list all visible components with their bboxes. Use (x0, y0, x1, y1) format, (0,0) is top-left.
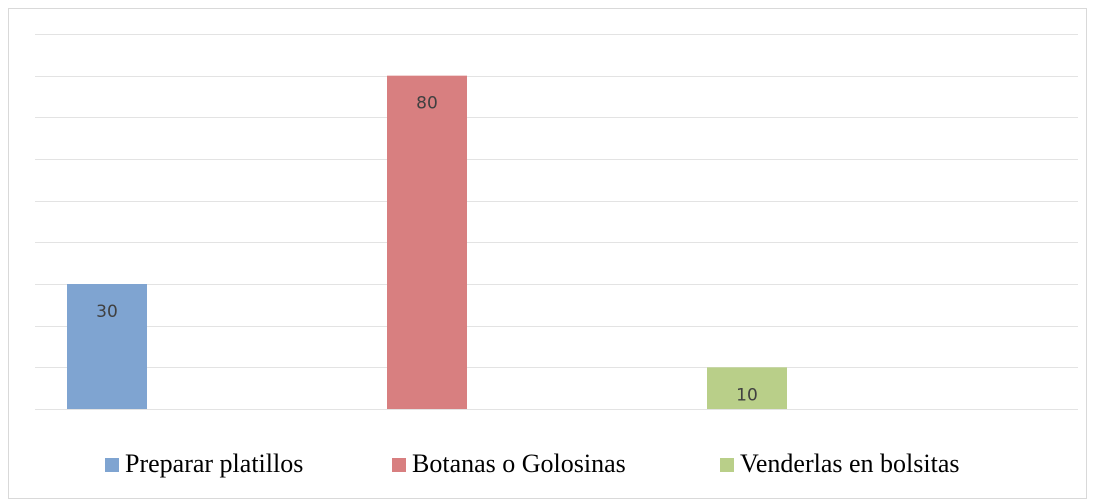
data-label: 10 (736, 385, 758, 405)
legend-swatch (105, 458, 119, 472)
chart-border (8, 8, 1087, 499)
bar (707, 367, 787, 409)
legend-swatch (720, 458, 734, 472)
bar (387, 75, 467, 410)
legend-label: Preparar platillos (125, 449, 303, 478)
legend-label: Venderlas en bolsitas (740, 449, 960, 478)
legend-swatch (392, 458, 406, 472)
data-label: 30 (96, 302, 118, 322)
data-label: 80 (416, 94, 438, 114)
legend-label: Botanas o Golosinas (412, 449, 626, 478)
bar (67, 284, 147, 409)
